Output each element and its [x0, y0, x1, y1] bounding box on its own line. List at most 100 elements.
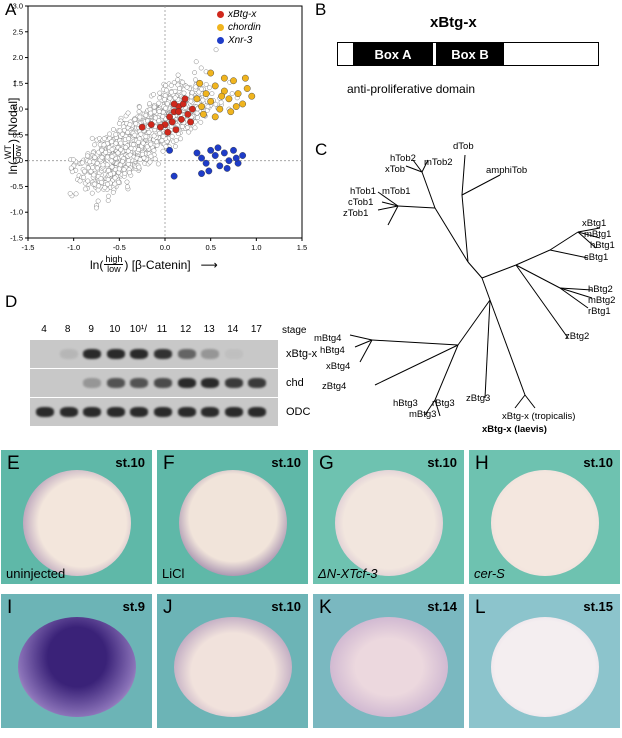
bg-point	[140, 140, 146, 146]
series-point-2	[214, 144, 222, 152]
panel-letter: E	[7, 453, 20, 474]
bg-point	[127, 170, 133, 176]
bg-point	[125, 148, 131, 154]
blot-band	[83, 378, 102, 388]
legend-label: xBtg-x	[228, 9, 257, 20]
embryo-image	[490, 470, 599, 576]
tree-leaf: rBtg3	[432, 398, 455, 409]
bg-point	[107, 131, 113, 137]
tree-leaf: amphiTob	[486, 165, 528, 176]
xlabel-num: high	[104, 254, 124, 265]
series-point-1	[218, 92, 226, 100]
bg-point	[181, 90, 187, 96]
bg-point	[151, 133, 157, 139]
bg-point	[125, 184, 130, 190]
bg-point	[81, 174, 87, 180]
bg-point	[152, 156, 158, 162]
blot-band	[224, 378, 243, 388]
scatter-ylabel: ln( WT low ) [Nodal] →	[2, 51, 24, 201]
arrow-up-icon: →	[6, 77, 20, 90]
panel-label-c: C	[315, 140, 328, 159]
bg-point	[101, 136, 107, 142]
embryo-image	[173, 617, 292, 717]
phylogenetic-tree	[349, 154, 601, 417]
tree-leaf: dTob	[453, 141, 474, 152]
bg-point	[157, 130, 163, 136]
bg-point	[168, 82, 174, 88]
tree-leaf: mBtg2	[588, 295, 616, 306]
stage-tag: st.14	[427, 599, 457, 614]
bg-point	[92, 155, 98, 160]
bg-point	[117, 128, 123, 134]
bg-point	[136, 109, 142, 115]
y-tick-label: -1.0	[10, 208, 23, 217]
series-point-1	[193, 95, 201, 103]
bg-point	[168, 89, 174, 95]
series-point-1	[207, 69, 215, 77]
y-tick-label: 0.0	[13, 156, 23, 165]
tree-leaf: mTob2	[424, 157, 453, 168]
stage-label: 4	[41, 324, 47, 335]
bg-point	[130, 142, 136, 148]
bg-point	[82, 168, 88, 174]
bg-point	[89, 135, 95, 141]
bg-point	[127, 122, 133, 128]
x-tick-label: 0.0	[160, 243, 170, 252]
bg-point	[138, 131, 144, 137]
embryo-image	[334, 470, 443, 576]
bg-point	[94, 160, 100, 166]
embryo-image	[17, 617, 136, 717]
bg-point	[178, 136, 184, 142]
bg-point	[163, 83, 169, 89]
scatter-legend: xBtg-x chordin Xnr-3	[217, 8, 261, 47]
bg-point	[160, 134, 166, 139]
bg-point	[160, 114, 166, 119]
series-point-0	[181, 95, 189, 103]
series-point-1	[241, 74, 249, 82]
bg-point	[109, 158, 114, 164]
bg-point	[162, 93, 168, 99]
blot-band	[201, 349, 220, 359]
bg-point	[180, 79, 186, 85]
bg-point	[68, 165, 74, 171]
series-point-1	[216, 105, 224, 113]
series-point-2	[211, 152, 219, 159]
bg-point	[218, 99, 224, 105]
series-point-2	[202, 159, 210, 167]
bg-point	[169, 134, 175, 139]
panel-label-b: B	[315, 0, 327, 19]
bg-point	[200, 97, 206, 103]
stage-label: 14	[227, 324, 239, 335]
bg-point	[116, 166, 122, 172]
embryo-image	[329, 617, 448, 717]
series-point-0	[175, 108, 183, 116]
series-point-2	[198, 170, 205, 177]
bg-point	[147, 101, 153, 107]
blot-band	[83, 407, 102, 417]
series-point-1	[220, 74, 228, 82]
blot-band	[177, 349, 196, 359]
x-tick-label: 1.0	[251, 243, 261, 252]
bg-point	[199, 86, 204, 92]
bg-point	[106, 168, 111, 173]
panel-letter: I	[7, 597, 13, 618]
bg-point	[109, 154, 115, 159]
bg-point	[148, 110, 154, 116]
legend-item-xnr3: Xnr-3	[217, 34, 261, 47]
tree-leaf: xBtg-x (laevis)	[482, 424, 547, 435]
bg-point	[195, 115, 201, 121]
bg-point	[189, 90, 195, 96]
legend-label: chordin	[228, 22, 261, 33]
tree-leaf: cBtg1	[584, 252, 609, 263]
bg-point	[92, 181, 98, 187]
stage-label: 10	[109, 324, 121, 335]
series-point-1	[198, 103, 205, 110]
tree-leaf: hBtg4	[320, 345, 345, 356]
bg-point	[173, 138, 179, 143]
tree-leaf: zBtg4	[322, 381, 347, 392]
bg-point	[120, 158, 126, 164]
bg-point	[198, 119, 204, 125]
treatment-caption: ΔN-XTcf-3	[318, 566, 378, 581]
bg-point	[101, 142, 107, 148]
